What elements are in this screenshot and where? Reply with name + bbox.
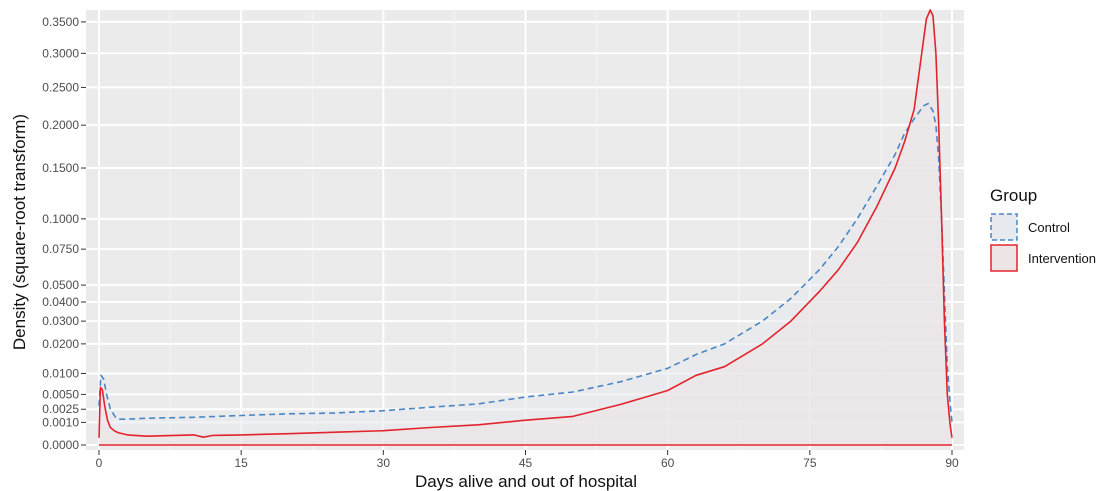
y-tick-label: 0.0100	[42, 366, 79, 380]
y-tick-label: 0.1500	[42, 161, 79, 175]
legend-key-intervention	[990, 244, 1018, 272]
y-tick-label: 0.3000	[42, 46, 79, 60]
y-tick-label: 0.0500	[42, 278, 79, 292]
x-tick-label: 15	[234, 456, 248, 470]
y-tick-label: 0.2500	[42, 80, 79, 94]
y-tick-label: 0.0050	[42, 387, 79, 401]
y-tick-label: 0.3500	[42, 15, 79, 29]
x-tick-label: 30	[377, 456, 391, 470]
legend-label-intervention: Intervention	[1028, 251, 1096, 266]
x-tick-label: 75	[803, 456, 817, 470]
y-tick-label: 0.0025	[42, 402, 79, 416]
legend-key-control	[990, 213, 1018, 241]
legend-title: Group	[990, 186, 1037, 205]
y-tick-label: 0.0010	[42, 415, 79, 429]
y-tick-label: 0.0200	[42, 337, 79, 351]
series-area-intervention	[99, 10, 952, 445]
density-lines	[98, 9, 953, 446]
y-tick-label: 0.2000	[42, 118, 79, 132]
series-line-control	[98, 102, 953, 423]
y-tick-label: 0.0300	[42, 314, 79, 328]
x-tick-label: 90	[945, 456, 959, 470]
y-tick-label: 0.0000	[42, 438, 79, 452]
y-tick-label: 0.1000	[42, 212, 79, 226]
x-tick-label: 45	[519, 456, 533, 470]
y-axis-label: Density (square-root transform)	[10, 114, 29, 350]
x-axis-label: Days alive and out of hospital	[415, 472, 637, 491]
series-line-intervention	[98, 9, 953, 438]
x-axis: 0 15 30 45 60 75 90	[96, 450, 959, 470]
x-tick-label: 60	[661, 456, 675, 470]
legend: Group Control Intervention	[990, 186, 1096, 272]
y-tick-label: 0.0400	[42, 295, 79, 309]
legend-label-control: Control	[1028, 220, 1070, 235]
x-tick-label: 0	[96, 456, 103, 470]
density-areas	[99, 10, 952, 445]
y-tick-label: 0.0750	[42, 242, 79, 256]
